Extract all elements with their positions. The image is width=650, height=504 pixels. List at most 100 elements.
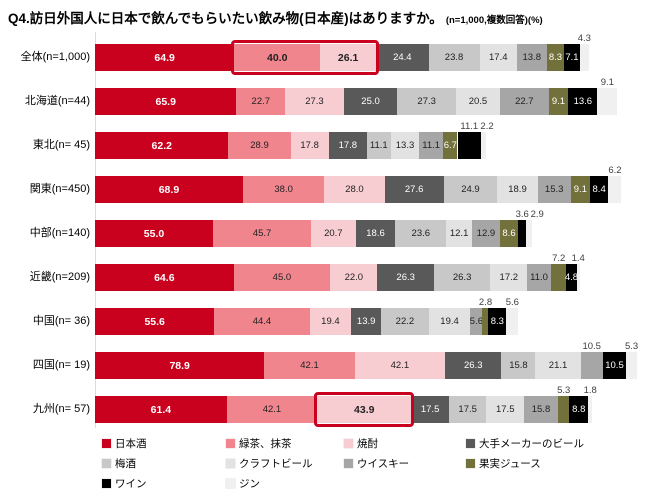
row-label: 中国(n= 36) — [32, 315, 90, 327]
bar-segment — [550, 264, 567, 291]
bar-segment: 25.0 — [343, 88, 398, 115]
value-label: 78.9 — [169, 359, 190, 372]
bar-segment: 17.4 — [479, 44, 517, 71]
value-label: 12.9 — [476, 228, 496, 239]
bar-segment — [482, 308, 489, 335]
legend-label: ジン — [239, 478, 260, 490]
bar-segment: 24.4 — [376, 44, 429, 71]
bar-segment — [580, 352, 604, 379]
bar-segment: 8.6 — [499, 220, 519, 247]
row-label: 北海道(n=44) — [24, 95, 90, 107]
value-label: 8.6 — [502, 228, 516, 239]
value-label: 15.8 — [509, 360, 528, 371]
chart-row: 九州(n= 57) 61.4 42.1 43.9 17.5 17.5 17.5 15.8 5.3… — [0, 384, 650, 428]
value-label: 26.3 — [452, 272, 472, 283]
bar-segment: 26.3 — [377, 264, 434, 291]
value-label: 15.8 — [531, 404, 551, 415]
bar-segment: 26.3 — [445, 352, 502, 379]
value-label: 1.8 — [583, 385, 597, 396]
value-label: 42.1 — [262, 404, 282, 415]
legend-item: クラフトビール — [226, 456, 344, 471]
value-label: 22.7 — [515, 96, 534, 107]
value-label: 23.8 — [444, 52, 464, 63]
bar-segment: 18.6 — [355, 220, 396, 247]
legend-swatch — [344, 439, 353, 448]
bar-segment: 26.3 — [433, 264, 491, 291]
value-label: 25.0 — [361, 96, 380, 107]
value-label: 2.8 — [478, 297, 493, 308]
value-label: 1.4 — [571, 253, 585, 264]
bar-segment: 22.7 — [236, 88, 286, 115]
chart-title-main: Q4.訪日外国人に日本で飲んでもらいたい飲み物(日本産)はありますか。 — [8, 11, 443, 26]
row-label: 中部(n=140) — [29, 227, 90, 239]
bar-segment: 12.9 — [472, 220, 500, 247]
value-label: 28.0 — [345, 184, 364, 195]
value-label: 61.4 — [150, 403, 172, 416]
bar-segment: 44.4 — [214, 308, 310, 335]
value-label: 8.8 — [572, 404, 586, 415]
bar-segment: 8.3 — [546, 44, 565, 71]
value-label: 20.7 — [324, 228, 343, 239]
value-label: 11.1 — [422, 140, 441, 151]
legend-swatch — [102, 439, 111, 448]
bar-segment: 11.0 — [527, 264, 551, 291]
bar-segment: 11.1 — [366, 132, 391, 159]
value-label: 45.7 — [252, 228, 272, 239]
bar-segment: 7.1 — [564, 44, 580, 71]
bar-segment: 55.0 — [95, 220, 214, 247]
bar-segment: 28.9 — [228, 132, 291, 159]
legend-item: ジン — [226, 476, 344, 491]
bar-segment — [579, 44, 589, 71]
value-label: 15.3 — [544, 184, 564, 195]
bar-segment: 15.8 — [501, 352, 536, 379]
legend-swatch — [466, 459, 475, 468]
bar-segment: 64.9 — [95, 44, 235, 71]
bar-segment: 55.6 — [95, 308, 215, 335]
value-label: 26.3 — [396, 272, 415, 283]
value-label: 2.2 — [480, 121, 494, 132]
value-label: 6.2 — [608, 165, 622, 176]
value-label: 24.4 — [393, 52, 412, 63]
value-label: 22.2 — [395, 316, 415, 327]
value-label: 17.2 — [499, 272, 519, 283]
legend-swatch — [226, 479, 235, 488]
row-label: 全体(n=1,000) — [20, 51, 90, 63]
value-label: 38.0 — [274, 184, 293, 195]
bar-segment — [481, 132, 487, 159]
value-label: 23.6 — [411, 228, 431, 239]
bar-segment: 43.9 — [317, 396, 412, 423]
row-label: 近畿(n=209) — [29, 271, 90, 283]
bar-segment — [597, 88, 617, 115]
bar-segment: 26.1 — [320, 44, 377, 71]
value-label: 10.5 — [605, 360, 624, 371]
bar-segment: 15.8 — [524, 396, 558, 423]
bar-segment — [576, 264, 580, 291]
bar-segment: 27.3 — [285, 88, 344, 115]
value-label: 55.6 — [144, 315, 165, 328]
bar-segment: 62.2 — [95, 132, 229, 159]
value-label: 17.8 — [300, 140, 319, 151]
value-label: 13.8 — [522, 52, 541, 63]
value-label: 17.5 — [420, 404, 440, 415]
value-label: 5.3 — [624, 341, 639, 352]
bar-segment: 19.4 — [309, 308, 352, 335]
legend-item: ウイスキー — [344, 456, 466, 471]
legend-swatch — [102, 479, 111, 488]
bar-segment: 4.8 — [565, 264, 578, 291]
bar-segment: 9.1 — [570, 176, 591, 203]
value-label: 4.3 — [577, 33, 591, 44]
value-label: 68.9 — [158, 183, 180, 196]
bar-segment — [588, 396, 593, 423]
bar-segment: 17.5 — [448, 396, 487, 423]
bar-segment: 21.1 — [535, 352, 581, 379]
bar-segment — [608, 176, 622, 203]
value-label: 8.3 — [490, 316, 504, 327]
legend-label: ワイン — [115, 478, 147, 490]
bar-segment: 8.3 — [488, 308, 507, 335]
bar-segment: 13.8 — [516, 44, 547, 71]
bar-segment: 28.0 — [324, 176, 385, 203]
bar-segment: 15.3 — [537, 176, 571, 203]
bar-segment — [625, 352, 638, 379]
legend-item: 日本酒 — [102, 436, 226, 451]
legend-swatch — [226, 439, 235, 448]
